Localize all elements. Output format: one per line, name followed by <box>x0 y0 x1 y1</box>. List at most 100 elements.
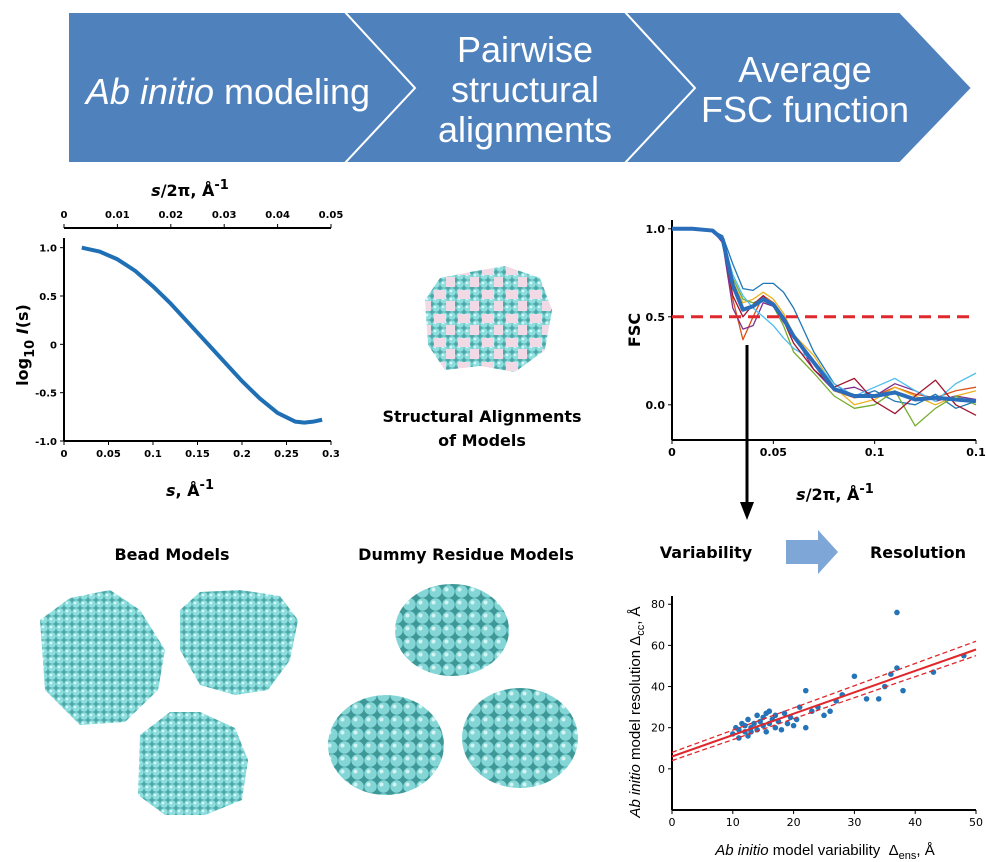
y-tick-label: 80 <box>651 598 665 611</box>
scatter-point <box>803 725 809 731</box>
y-axis-label: Ab initio model resolution Δcc, Å <box>627 606 647 818</box>
x-tick-label: 0.1 <box>966 446 986 459</box>
y-tick-label: 60 <box>651 639 665 652</box>
scatter-point <box>791 723 797 729</box>
x-axis-label: s/2π, Å-1 <box>796 482 874 504</box>
scatter-point <box>763 729 769 735</box>
pointer-arrow-head <box>740 502 754 520</box>
residue-model-image <box>328 695 444 795</box>
data-line <box>672 656 976 761</box>
caption: Resolution <box>870 543 966 562</box>
label-part: -1 <box>859 482 873 497</box>
scatter-point <box>803 688 809 694</box>
x-tick-label: 0.1 <box>144 449 162 460</box>
step-title: Pairwise <box>457 29 593 70</box>
x-tick-label: 10 <box>726 816 740 829</box>
residue-model-image <box>462 688 578 788</box>
scatter-point <box>742 723 748 729</box>
x-axis-label: Ab initio model variability Δens, Å <box>714 842 935 862</box>
x-axis-label: s, Å-1 <box>166 478 214 500</box>
label-part: s <box>151 181 161 200</box>
data-line <box>672 229 976 401</box>
x-tick-label: 0.05 <box>760 446 787 459</box>
label-part: ens <box>899 850 917 862</box>
scatter-point <box>876 696 882 702</box>
x-tick-label: 0.2 <box>233 449 251 460</box>
label-part: log <box>13 358 32 386</box>
bead-model-image <box>40 590 165 725</box>
y-axis-label: log10 I(s) <box>13 304 38 386</box>
data-line <box>672 229 976 416</box>
step-title: Average <box>738 49 871 90</box>
data-line <box>672 641 976 752</box>
caption: Variability <box>660 543 753 562</box>
label-part: model variability Δ <box>769 842 899 859</box>
scatter-point <box>900 688 906 694</box>
y-tick-label: 0 <box>658 763 665 776</box>
banner: Ab initio modeling Pairwise structural a… <box>68 12 972 163</box>
x-tick-label: 40 <box>908 816 922 829</box>
bead-model-image <box>180 590 298 695</box>
x2-axis-label: s/2π, Å-1 <box>151 178 229 200</box>
aligned-models-image <box>425 266 552 372</box>
x-tick-label: 20 <box>787 816 801 829</box>
step-title-part: Ab initio <box>84 71 214 112</box>
y-axis-label: FSC <box>625 313 644 347</box>
label-part: -1 <box>214 178 228 193</box>
x2-tick-label: 0.03 <box>212 210 237 221</box>
x2-tick-label: 0 <box>61 210 68 221</box>
label-part: s <box>166 481 176 500</box>
residue-model-image <box>395 584 509 676</box>
y-tick-label: 1.0 <box>39 244 57 255</box>
label-part: , Å <box>627 606 644 624</box>
scatter-point <box>766 708 772 714</box>
x-tick-label: 0.25 <box>274 449 299 460</box>
data-line <box>672 650 976 757</box>
label-part: /2π, Å <box>161 181 215 200</box>
data-line <box>82 248 322 423</box>
scatter-point <box>745 717 751 723</box>
scatter-point <box>821 713 827 719</box>
step-title-part: modeling <box>214 71 370 112</box>
label-part: model resolution Δ <box>627 636 644 764</box>
scatter-point <box>864 696 870 702</box>
label-part: cc <box>635 624 647 636</box>
scatter-point <box>827 708 833 714</box>
y-tick-label: 0 <box>50 340 57 351</box>
y-tick-label: -0.5 <box>35 389 57 400</box>
y-tick-label: 40 <box>651 681 665 694</box>
data-line <box>672 229 976 409</box>
label-part: Ab initio <box>714 842 768 859</box>
y-tick-label: 0.5 <box>646 311 666 324</box>
label-part: I <box>13 328 32 340</box>
bead-model-image <box>138 712 248 815</box>
x-tick-label: 0 <box>61 449 68 460</box>
x-tick-label: 0 <box>668 446 676 459</box>
page: {"header":{"steps":[["Ab initio"," model… <box>0 0 986 862</box>
step-title: alignments <box>438 109 612 150</box>
label-part: 10 <box>23 340 38 358</box>
caption: Structural Alignments <box>383 407 582 426</box>
y-tick-label: 20 <box>651 722 665 735</box>
step-title: structural <box>451 69 599 110</box>
flow-arrow <box>786 530 838 574</box>
step-title: FSC function <box>701 89 909 130</box>
x2-tick-label: 0.02 <box>158 210 183 221</box>
label-part: s <box>796 485 806 504</box>
x2-tick-label: 0.05 <box>319 210 344 221</box>
x-tick-label: 0 <box>669 816 676 829</box>
x-tick-label: 0.3 <box>322 449 340 460</box>
scatter-point <box>894 610 900 616</box>
caption: Dummy Residue Models <box>358 545 574 564</box>
x-tick-label: 0.1 <box>865 446 885 459</box>
scatter-point <box>779 727 785 733</box>
x2-tick-label: 0.04 <box>265 210 290 221</box>
y-tick-label: 1.0 <box>646 223 666 236</box>
y-tick-label: -1.0 <box>35 437 57 448</box>
scatter-point <box>852 673 858 679</box>
caption: Bead Models <box>114 545 229 564</box>
scatter-point <box>754 713 760 719</box>
y-tick-label: 0.5 <box>39 292 57 303</box>
label-part: , Å <box>916 842 934 859</box>
x-tick-label: 50 <box>969 816 983 829</box>
